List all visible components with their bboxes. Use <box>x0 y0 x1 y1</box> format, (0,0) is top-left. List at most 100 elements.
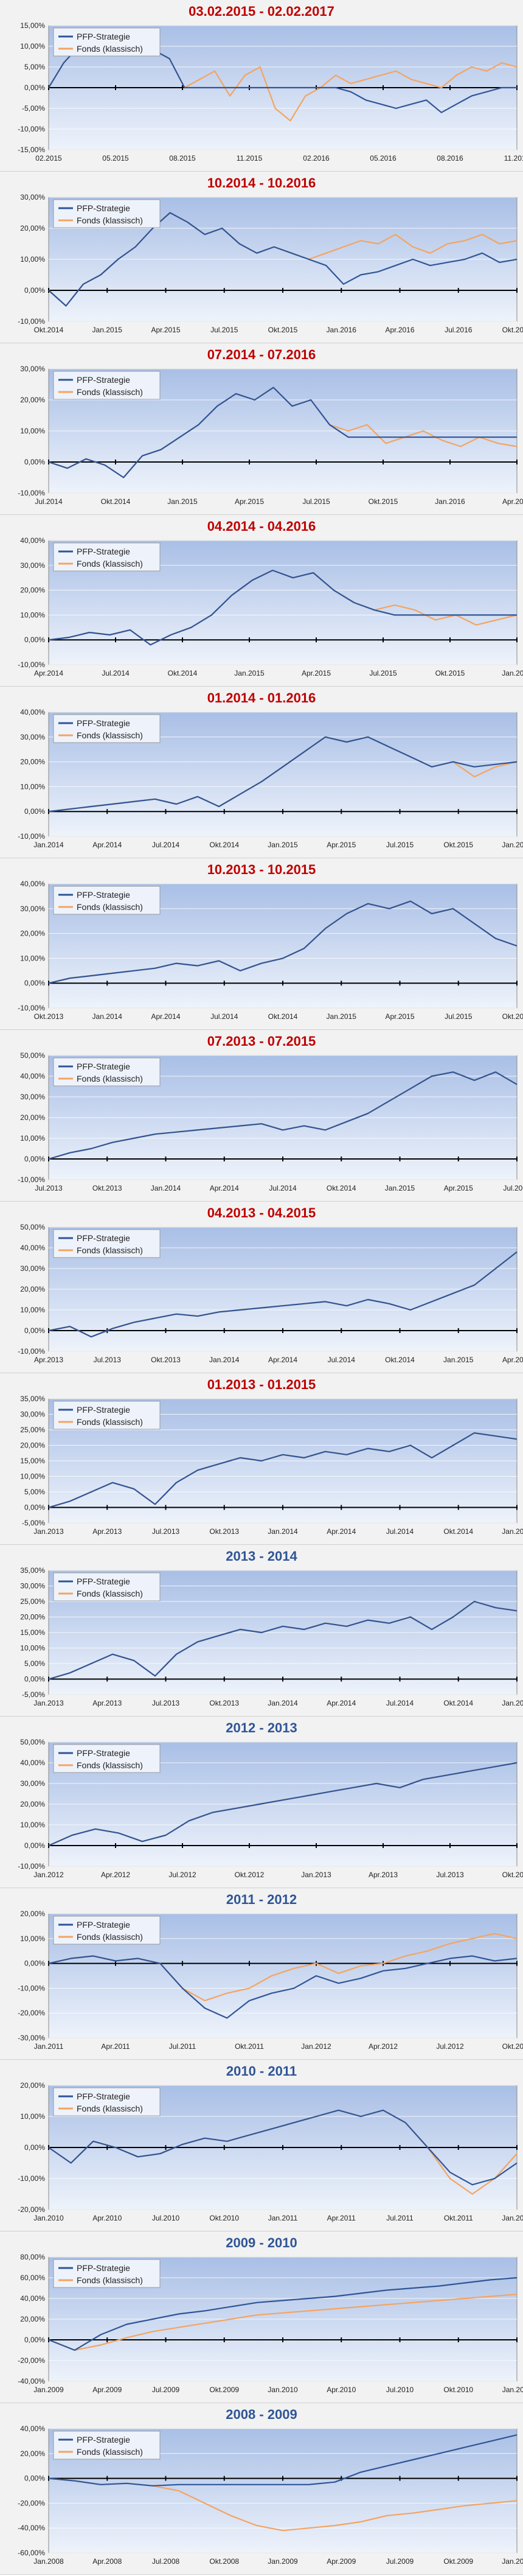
x-tick-label: Okt.2013 <box>502 1871 523 1879</box>
x-tick-label: Jan.2009 <box>268 2557 298 2566</box>
x-tick-label: Jul.2015 <box>386 841 414 849</box>
x-tick-label: Jan.2014 <box>268 1527 298 1536</box>
x-tick-label: Apr.2010 <box>92 2214 122 2222</box>
y-tick-label: 10,00% <box>20 782 45 791</box>
chart-title: 2012 - 2013 <box>226 1720 297 1735</box>
y-tick-label: 0,00% <box>24 1155 45 1163</box>
legend-box <box>53 2259 161 2288</box>
series-line-strategy <box>48 1762 518 1847</box>
line-chart: 40,00%20,00%0,00%-20,00%-40,00%-60,00%Ja… <box>18 2425 523 2566</box>
legend-label: Fonds (klassisch) <box>77 215 143 225</box>
y-tick-label: 20,00% <box>20 1113 45 1122</box>
y-tick-label: -5,00% <box>22 1690 45 1699</box>
x-tick-label: Apr.2014 <box>34 669 63 677</box>
line-chart: 20,00% 10,00% 0,00% -10,00% -20,00%Jan.2010 A… <box>18 2082 523 2222</box>
x-tick-label: Apr.2010 <box>327 2385 356 2394</box>
x-tick-label: Apr.2012 <box>101 1871 130 1879</box>
x-tick-label: Jul.2015 <box>210 326 238 334</box>
x-tick-label: Jan.2011 <box>34 2042 64 2051</box>
chart-title: 01.2014 - 01.2016 <box>207 690 316 705</box>
chart-title: 04.2013 - 04.2015 <box>207 1205 316 1220</box>
chart-panel: 2010 - 2011 20,00% 10,00% 0,00% -10,00% -20,0… <box>0 2060 523 2231</box>
legend-box <box>53 2431 161 2460</box>
x-tick-label: Jul.2010 <box>152 2214 180 2222</box>
y-tick-label: 0,00% <box>24 286 45 295</box>
series-line-strategy <box>48 569 517 646</box>
x-tick-label: Apr.2016 <box>385 326 414 334</box>
legend-label: Fonds (klassisch) <box>77 2104 143 2113</box>
y-tick-label: 20,00% <box>20 224 45 233</box>
y-tick-label: 10,00% <box>20 255 45 264</box>
y-tick-label: 0,00% <box>24 2474 45 2483</box>
x-tick-label: Jan.2015 <box>234 669 265 677</box>
x-tick-label: Apr.2014 <box>327 1699 356 1707</box>
y-tick-label: 30,00% <box>20 1582 45 1591</box>
x-tick-label: Jan.2015 <box>385 1184 415 1192</box>
legend-box <box>53 1572 161 1601</box>
y-tick-label: 15,00% <box>20 22 45 30</box>
legend-label: Fonds (klassisch) <box>77 1245 143 1255</box>
y-tick-label: 40,00% <box>20 2294 45 2303</box>
y-tick-label: -20,00% <box>18 2009 45 2017</box>
x-tick-label: Okt.2015 <box>369 497 398 506</box>
y-tick-label: 0,00% <box>24 635 45 644</box>
legend-label: PFP-Strategie <box>77 1748 130 1758</box>
y-tick-label: 20,00% <box>20 586 45 595</box>
x-tick-label: Okt.2015 <box>443 841 473 849</box>
y-tick-label: 20,00% <box>20 2082 45 2090</box>
legend-box <box>53 542 161 572</box>
legend-label: PFP-Strategie <box>77 2435 130 2445</box>
x-tick-label: Jul.2014 <box>102 669 130 677</box>
y-tick-label: 30,00% <box>20 1093 45 1101</box>
x-tick-label: Jan.2013 <box>33 1527 64 1536</box>
x-tick-label: Okt.2013 <box>209 1527 239 1536</box>
y-tick-label: -10,00% <box>18 1175 45 1184</box>
y-tick-label: 0,00% <box>24 1503 45 1512</box>
x-tick-label: Jan.2012 <box>301 2042 331 2051</box>
y-tick-label: 20,00% <box>20 929 45 938</box>
x-tick-label: Apr.2015 <box>502 1356 523 1364</box>
line-chart: 50,00% 40,00% 30,00% 20,00% 10,00% 0,00% -10,0… <box>18 1738 523 1879</box>
x-tick-label: Apr.2015 <box>444 1184 473 1192</box>
x-tick-label: Apr.2015 <box>327 841 356 849</box>
x-tick-label: Jan.2016 <box>502 841 523 849</box>
x-tick-label: Jan.2015 <box>92 326 123 334</box>
x-tick-label: Okt.2014 <box>327 1184 356 1192</box>
series-line-strategy <box>48 1251 518 1338</box>
x-tick-label: Okt.2011 <box>235 2042 264 2051</box>
x-tick-label: Jul.2015 <box>302 497 330 506</box>
chart-title: 03.02.2015 - 02.02.2017 <box>189 4 334 19</box>
y-tick-label: 40,00% <box>20 709 45 716</box>
x-tick-label: Okt.2008 <box>209 2557 239 2566</box>
x-tick-label: 08.2016 <box>437 154 463 163</box>
x-tick-label: Apr.2014 <box>92 841 122 849</box>
chart-panel: 07.2014 - 07.2016 30,00% 20,00% 10,00% 0,00%… <box>0 343 523 515</box>
legend-label: PFP-Strategie <box>77 547 130 556</box>
legend-label: PFP-Strategie <box>77 2263 130 2273</box>
y-tick-label: 20,00% <box>20 1613 45 1622</box>
x-tick-label: 05.2015 <box>102 154 129 163</box>
y-tick-label: 50,00% <box>20 1052 45 1060</box>
legend-label: PFP-Strategie <box>77 1062 130 1071</box>
chart-title: 10.2013 - 10.2015 <box>207 862 316 877</box>
legend-label: PFP-Strategie <box>77 32 130 41</box>
y-tick-label: 10,00% <box>20 1644 45 1653</box>
series-line-fund <box>48 2294 518 2351</box>
x-tick-label: Jul.2013 <box>152 1699 180 1707</box>
line-chart: 50,00% 40,00% 30,00% 20,00% 10,00% 0,00% -10,0… <box>18 1052 523 1192</box>
series-line-strategy <box>48 2434 518 2487</box>
chart-panel: 2009 - 2010 80,00% 60,00% 40,00% 20,00% 0,00%… <box>0 2231 523 2403</box>
series-line-strategy <box>48 736 518 813</box>
x-tick-label: Apr.2013 <box>92 1699 122 1707</box>
x-tick-label: Apr.2009 <box>92 2385 122 2394</box>
y-tick-label: 30,00% <box>20 733 45 741</box>
x-tick-label: Jul.2014 <box>328 1356 356 1364</box>
x-tick-label: Jan.2010 <box>33 2214 64 2222</box>
x-tick-label: Apr.2014 <box>151 1012 180 1021</box>
legend-label: Fonds (klassisch) <box>77 1589 143 1598</box>
y-tick-label: 10,00% <box>20 611 45 619</box>
x-tick-label: Okt.2009 <box>443 2557 473 2566</box>
series-line-strategy <box>48 2277 518 2351</box>
x-tick-label: Jan.2015 <box>443 1356 474 1364</box>
y-tick-label: 10,00% <box>20 954 45 962</box>
